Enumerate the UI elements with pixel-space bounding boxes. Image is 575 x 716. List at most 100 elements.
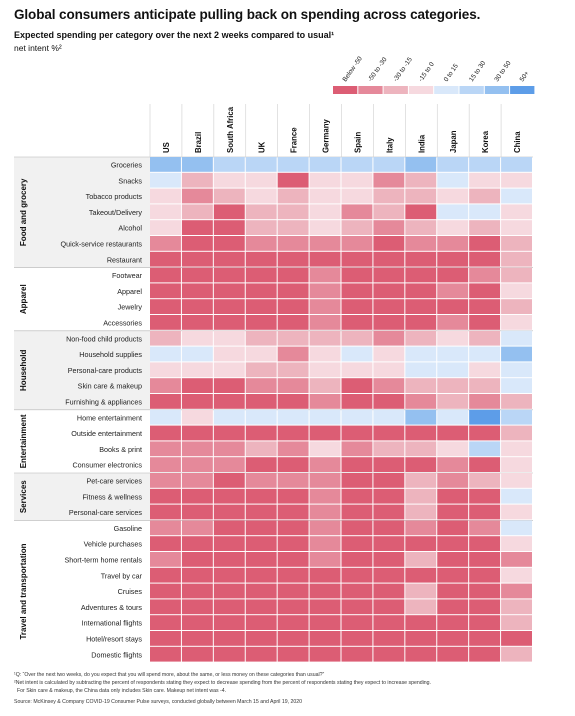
heatmap-cell: [213, 267, 245, 283]
heatmap-cell: [405, 552, 437, 567]
heatmap-cell: [309, 378, 341, 393]
heatmap-cell: [245, 504, 277, 520]
heatmap-cell: [213, 330, 245, 346]
heatmap-cell: [213, 583, 245, 599]
group-label: Entertainment: [19, 414, 28, 468]
heatmap-cell: [181, 346, 213, 362]
heatmap-cell: [341, 378, 373, 393]
row-label: Vehicle purchases: [84, 540, 143, 549]
heatmap-cell: [341, 631, 373, 646]
heatmap-cell: [437, 631, 469, 646]
heatmap-cell: [150, 441, 181, 457]
heatmap-cell: [277, 299, 309, 314]
heatmap-cell: [309, 599, 341, 615]
heatmap-cell: [341, 552, 373, 567]
footnote-2: ²Net intent is calculated by subtracting…: [14, 680, 431, 686]
heatmap-cell: [405, 315, 437, 330]
heatmap-cell: [469, 220, 501, 235]
heatmap-cell: [309, 157, 341, 172]
footnote-source: Source: McKinsey & Company COVID-19 Cons…: [14, 699, 303, 705]
heatmap-cell: [341, 646, 373, 662]
heatmap-cell: [373, 172, 405, 188]
column-label: UK: [258, 141, 267, 153]
heatmap-cell: [469, 583, 501, 599]
heatmap-cell: [373, 425, 405, 441]
heatmap-cell: [341, 172, 373, 188]
heatmap-cell: [309, 567, 341, 583]
heatmap-cell: [405, 425, 437, 441]
heatmap-cell: [469, 330, 501, 346]
heatmap-cell: [277, 567, 309, 583]
heatmap-cell: [405, 441, 437, 457]
column-label: Germany: [322, 119, 331, 153]
heatmap-cell: [150, 346, 181, 362]
row-label: Apparel: [117, 287, 142, 296]
heatmap-cell: [501, 552, 532, 567]
heatmap-cell: [245, 488, 277, 504]
heatmap-cell: [277, 283, 309, 299]
heatmap-cell: [245, 631, 277, 646]
heatmap-cell: [341, 236, 373, 251]
heatmap-cell: [437, 441, 469, 457]
heatmap-cell: [277, 172, 309, 188]
heatmap-cell: [469, 536, 501, 551]
heatmap-cell: [277, 457, 309, 472]
heatmap-cell: [277, 394, 309, 409]
heatmap-cell: [341, 188, 373, 204]
heatmap-cell: [277, 552, 309, 567]
heatmap-cell: [437, 567, 469, 583]
heatmap-cell: [501, 488, 532, 504]
heatmap-cell: [373, 583, 405, 599]
heatmap-cell: [309, 220, 341, 235]
heatmap-cell: [405, 220, 437, 235]
heatmap-cell: [501, 457, 532, 472]
heatmap-cell: [150, 204, 181, 220]
heatmap-cell: [245, 267, 277, 283]
heatmap-cell: [341, 283, 373, 299]
heatmap-cell: [309, 188, 341, 204]
heatmap-cell: [277, 488, 309, 504]
heatmap-cell: [501, 362, 532, 378]
heatmap-cell: [341, 330, 373, 346]
heatmap-cell: [341, 615, 373, 630]
heatmap-cell: [405, 157, 437, 172]
group-band: [14, 473, 150, 521]
heatmap-cell: [277, 536, 309, 551]
row-label: Restaurant: [107, 255, 142, 264]
heatmap-cell: [309, 457, 341, 472]
heatmap-cell: [437, 315, 469, 330]
heatmap-cell: [245, 220, 277, 235]
heatmap-cell: [277, 583, 309, 599]
heatmap-cell: [373, 346, 405, 362]
heatmap-cell: [373, 615, 405, 630]
heatmap-cell: [309, 441, 341, 457]
heatmap-cell: [469, 251, 501, 267]
heatmap-cell: [469, 552, 501, 567]
heatmap-cell: [469, 615, 501, 630]
heatmap-cell: [405, 520, 437, 536]
heatmap-cell: [309, 236, 341, 251]
row-label: Fitness & wellness: [82, 492, 142, 501]
heatmap-cell: [437, 283, 469, 299]
heatmap-cell: [405, 488, 437, 504]
heatmap-cell: [501, 157, 532, 172]
row-label: Jewelry: [118, 303, 143, 312]
heatmap-cell: [277, 204, 309, 220]
heatmap-cell: [181, 299, 213, 314]
heatmap-cell: [437, 583, 469, 599]
heatmap-cell: [309, 346, 341, 362]
heatmap-cell: [150, 251, 181, 267]
heatmap-cell: [213, 394, 245, 409]
chart-subtitle: Expected spending per category over the …: [14, 30, 335, 40]
heatmap-cell: [245, 615, 277, 630]
heatmap-cell: [501, 425, 532, 441]
heatmap-cell: [373, 299, 405, 314]
heatmap-cell: [405, 567, 437, 583]
row-label: Tobacco products: [86, 192, 143, 201]
heatmap-cell: [405, 631, 437, 646]
heatmap-cell: [373, 251, 405, 267]
row-label: Non-food child products: [66, 334, 142, 343]
heatmap-cell: [277, 378, 309, 393]
heatmap-cell: [181, 157, 213, 172]
heatmap-cell: [469, 362, 501, 378]
